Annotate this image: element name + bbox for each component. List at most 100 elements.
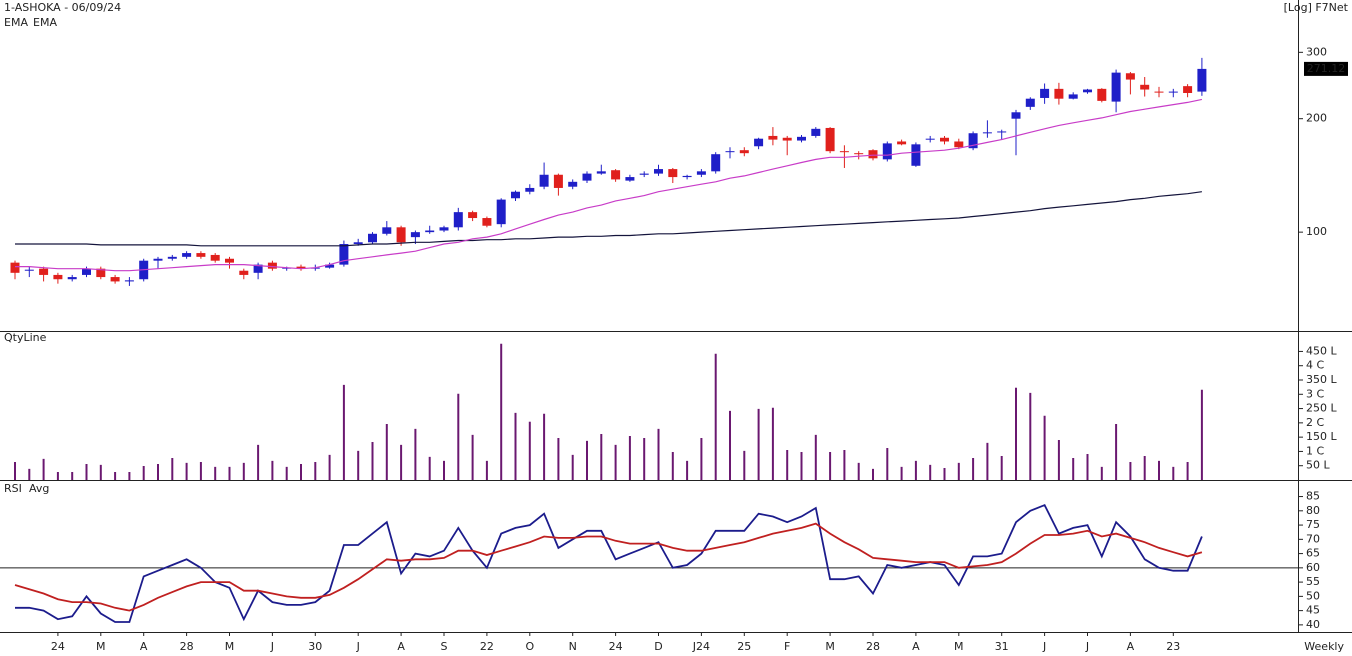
y-tick-label: 65: [1306, 547, 1320, 560]
candle-body: [153, 258, 163, 261]
x-tick-label: J24: [692, 640, 710, 653]
x-tick-label: A: [912, 640, 920, 653]
candle-body: [124, 280, 134, 282]
candle-body: [196, 253, 206, 257]
candle-body: [811, 128, 821, 136]
candle-body: [568, 181, 578, 187]
candle-body: [911, 144, 921, 166]
y-tick-label: 3 C: [1306, 387, 1324, 400]
candle-body: [210, 254, 220, 261]
x-tick-label: 28: [866, 640, 880, 653]
y-tick-label: 40: [1306, 618, 1320, 631]
y-tick-label: 4 C: [1306, 359, 1324, 372]
chart-title: 1-ASHOKA - 06/09/24: [4, 1, 121, 14]
candle-body: [639, 173, 649, 175]
candle-body: [997, 131, 1007, 133]
candle-body: [10, 262, 20, 273]
candle-body: [1140, 84, 1150, 90]
x-tick-label: N: [569, 640, 577, 653]
y-tick-label: 45: [1306, 604, 1320, 617]
candle-body: [897, 141, 907, 145]
candle-body: [668, 169, 678, 178]
candle-body: [582, 173, 592, 181]
candle-body: [482, 218, 492, 226]
x-tick-label: 28: [180, 640, 194, 653]
y-tick-label: 50: [1306, 589, 1320, 602]
candle-body: [382, 227, 392, 234]
x-tick-label: M: [225, 640, 235, 653]
candle-body: [654, 169, 663, 174]
candle-body: [1097, 88, 1107, 101]
candle-body: [725, 151, 735, 153]
x-axis-label: Weekly: [1304, 640, 1344, 653]
y-tick-label: 70: [1306, 532, 1320, 545]
x-tick-label: 24: [51, 640, 65, 653]
candle-body: [239, 270, 249, 275]
x-tick-label: J: [1085, 640, 1089, 653]
candle-body: [739, 150, 749, 154]
x-tick-label: J: [356, 640, 360, 653]
candle-body: [325, 264, 335, 268]
legend-entry: EMA: [33, 16, 57, 29]
candle-body: [611, 170, 621, 180]
legend-entry: RSI: [4, 482, 22, 495]
candle-body: [1040, 88, 1050, 98]
x-tick-label: 30: [308, 640, 322, 653]
x-tick-label: D: [654, 640, 662, 653]
candle-body: [425, 230, 435, 233]
x-tick-label: A: [397, 640, 405, 653]
candle-body: [682, 175, 692, 178]
panel-title: QtyLine: [4, 331, 47, 344]
y-tick-label: 60: [1306, 561, 1320, 574]
candle-body: [296, 266, 306, 269]
candle-body: [954, 141, 964, 148]
candle-body: [368, 233, 377, 243]
y-tick-label: 250 L: [1306, 402, 1337, 415]
last-price-box: [1304, 61, 1348, 76]
candle-body: [339, 244, 349, 265]
candle-body: [754, 138, 764, 147]
candle-body: [53, 274, 63, 280]
y-tick-label: 350 L: [1306, 373, 1337, 386]
candle-body: [496, 199, 506, 225]
y-tick-label: 300: [1306, 45, 1327, 58]
legend-entry: EMA: [4, 16, 28, 29]
candle-body: [525, 187, 535, 192]
candle-body: [539, 174, 549, 187]
candle-body: [182, 253, 192, 257]
candle-body: [1011, 112, 1021, 119]
y-tick-label: 55: [1306, 575, 1320, 588]
candle-body: [225, 258, 234, 263]
x-tick-label: A: [1127, 640, 1135, 653]
y-tick-label: 80: [1306, 504, 1320, 517]
candle-body: [24, 269, 34, 271]
candle-body: [839, 151, 849, 153]
candle-body: [511, 191, 520, 199]
x-tick-label: A: [140, 640, 148, 653]
candle-body: [868, 150, 878, 159]
candle-body: [39, 268, 49, 275]
y-tick-label: 100: [1306, 225, 1327, 238]
ema-line: [15, 98, 1203, 272]
candle-body: [768, 135, 778, 140]
y-tick-label: 200: [1306, 112, 1327, 125]
candle-body: [96, 268, 106, 278]
candle-body: [1025, 98, 1035, 107]
y-tick-label: 50 L: [1306, 459, 1330, 472]
y-tick-label: 2 C: [1306, 416, 1324, 429]
candle-body: [711, 154, 721, 172]
last-price-label: 271.12: [1307, 62, 1346, 75]
x-tick-label: F: [784, 640, 790, 653]
candle-body: [67, 277, 77, 280]
x-tick-label: M: [96, 640, 106, 653]
candle-body: [982, 132, 992, 134]
indicator-line: [14, 522, 1203, 612]
candle-body: [625, 177, 635, 181]
y-tick-label: 450 L: [1306, 344, 1337, 357]
candle-body: [968, 133, 978, 149]
candle-body: [253, 264, 263, 273]
y-tick-label: 1 C: [1306, 444, 1324, 457]
x-tick-label: 25: [737, 640, 751, 653]
candle-body: [1197, 68, 1207, 92]
